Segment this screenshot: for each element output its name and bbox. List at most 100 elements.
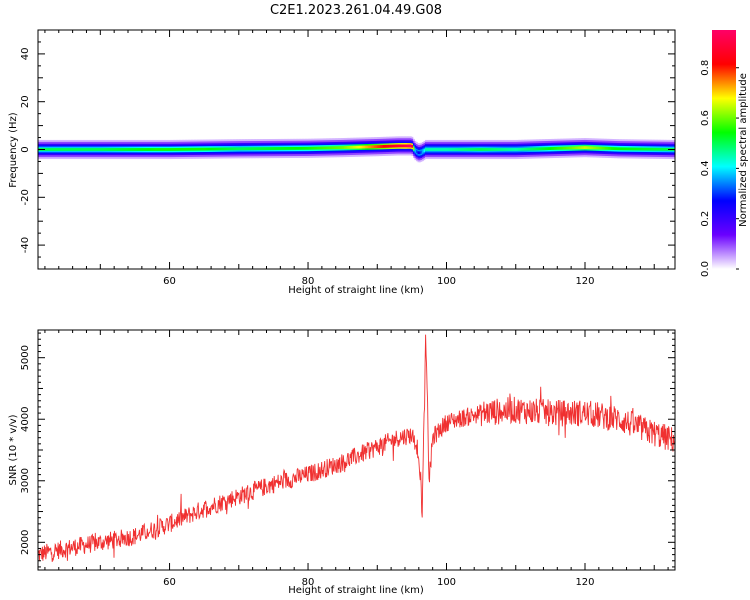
heatmap-cell (365, 145, 367, 149)
heatmap-cell (246, 147, 249, 151)
heatmap-cell (581, 146, 583, 150)
heatmap-cell (147, 148, 150, 151)
heatmap-cell (662, 147, 664, 151)
snr-x-tick-label: 60 (163, 577, 176, 588)
heatmap-cell (201, 147, 204, 151)
spectrogram-x-tick-label: 80 (302, 276, 315, 287)
heatmap-cell (254, 147, 256, 151)
heatmap-cell (611, 147, 613, 150)
heatmap-cell (102, 148, 105, 151)
heatmap-cell (219, 147, 222, 151)
heatmap-cell (318, 146, 321, 150)
heatmap-cell (240, 147, 243, 151)
heatmap-cell (510, 148, 513, 151)
heatmap-cell (198, 147, 201, 151)
heatmap-cell (399, 144, 402, 148)
heatmap-cell (410, 144, 412, 148)
heatmap-cell (321, 146, 324, 150)
heatmap-cell (305, 146, 307, 150)
heatmap-cell (626, 147, 628, 151)
heatmap-cell (446, 148, 448, 151)
heatmap-cell (297, 146, 300, 150)
heatmap-cell (317, 146, 319, 150)
heatmap-cell (357, 145, 360, 149)
heatmap-cell (342, 146, 345, 150)
heatmap-cell (74, 148, 76, 151)
heatmap-cell (287, 147, 289, 150)
heatmap-cell (110, 148, 112, 151)
heatmap-cell (57, 148, 60, 151)
heatmap-cell (117, 148, 120, 151)
heatmap-cell (159, 148, 162, 151)
snr-ticks: 60 80 100 120 2000 3000 4000 5000 (20, 330, 675, 588)
heatmap-cell (647, 147, 649, 151)
heatmap-cell (564, 146, 567, 150)
heatmap-cell (413, 147, 415, 150)
heatmap-cell (593, 146, 595, 150)
heatmap-cell (470, 148, 472, 151)
heatmap-cell (143, 148, 145, 151)
heatmap-cell (86, 148, 88, 151)
heatmap-cell (416, 150, 418, 154)
heatmap-cell (506, 148, 508, 151)
heatmap-cell (431, 148, 433, 151)
heatmap-cell (347, 146, 349, 149)
heatmap-cell (200, 147, 202, 151)
heatmap-cell (141, 148, 144, 151)
heatmap-cell (621, 147, 624, 151)
heatmap-cell (158, 148, 160, 151)
heatmap-cell (245, 147, 247, 151)
heatmap-cell (546, 147, 549, 151)
heatmap-cell (50, 148, 52, 151)
heatmap-cell (600, 146, 603, 150)
heatmap-cell (578, 146, 580, 150)
heatmap-cell (458, 148, 460, 151)
heatmap-cell (332, 146, 334, 150)
heatmap-cell (629, 147, 631, 151)
heatmap-cell (135, 148, 138, 151)
heatmap-cell (248, 147, 250, 151)
heatmap-cell (299, 146, 301, 150)
heatmap-cell (524, 147, 526, 151)
heatmap-cell (60, 148, 63, 151)
heatmap-cell (642, 147, 645, 151)
heatmap-cell (180, 147, 183, 151)
heatmap-cell (89, 148, 91, 151)
heatmap-cell (533, 147, 535, 151)
heatmap-cell (636, 147, 639, 151)
heatmap-cell (494, 148, 496, 151)
heatmap-cell (113, 148, 115, 151)
heatmap-cell (216, 147, 219, 151)
heatmap-cell (339, 146, 342, 150)
heatmap-cell (80, 148, 82, 151)
heatmap-cell (665, 147, 667, 151)
heatmap-cell (330, 146, 333, 150)
heatmap-cell (651, 147, 654, 151)
heatmap-cell (519, 147, 522, 151)
heatmap-cell (515, 148, 517, 151)
heatmap-cell (228, 147, 231, 151)
heatmap-cell (275, 147, 277, 150)
heatmap-cell (584, 146, 586, 150)
colorbar-ticks: 0.0 0.2 0.4 0.6 0.8 (700, 60, 739, 277)
heatmap-cell (210, 147, 213, 151)
heatmap-cell (648, 147, 651, 151)
heatmap-cell (101, 148, 103, 151)
heatmap-cell (660, 147, 663, 151)
heatmap-cell (552, 147, 555, 150)
heatmap-cell (188, 147, 190, 151)
heatmap-cell (617, 147, 619, 151)
heatmap-cell (233, 147, 235, 151)
heatmap-cell (459, 148, 462, 151)
heatmap-cell (393, 144, 396, 148)
heatmap-cell (54, 148, 57, 151)
heatmap-cell (537, 147, 540, 151)
heatmap-cell (362, 145, 364, 149)
heatmap-cell (602, 146, 604, 150)
heatmap-cell (221, 147, 223, 151)
heatmap-cell (596, 146, 598, 150)
heatmap-cell (92, 148, 94, 151)
snr-y-tick-label: 4000 (20, 407, 31, 432)
